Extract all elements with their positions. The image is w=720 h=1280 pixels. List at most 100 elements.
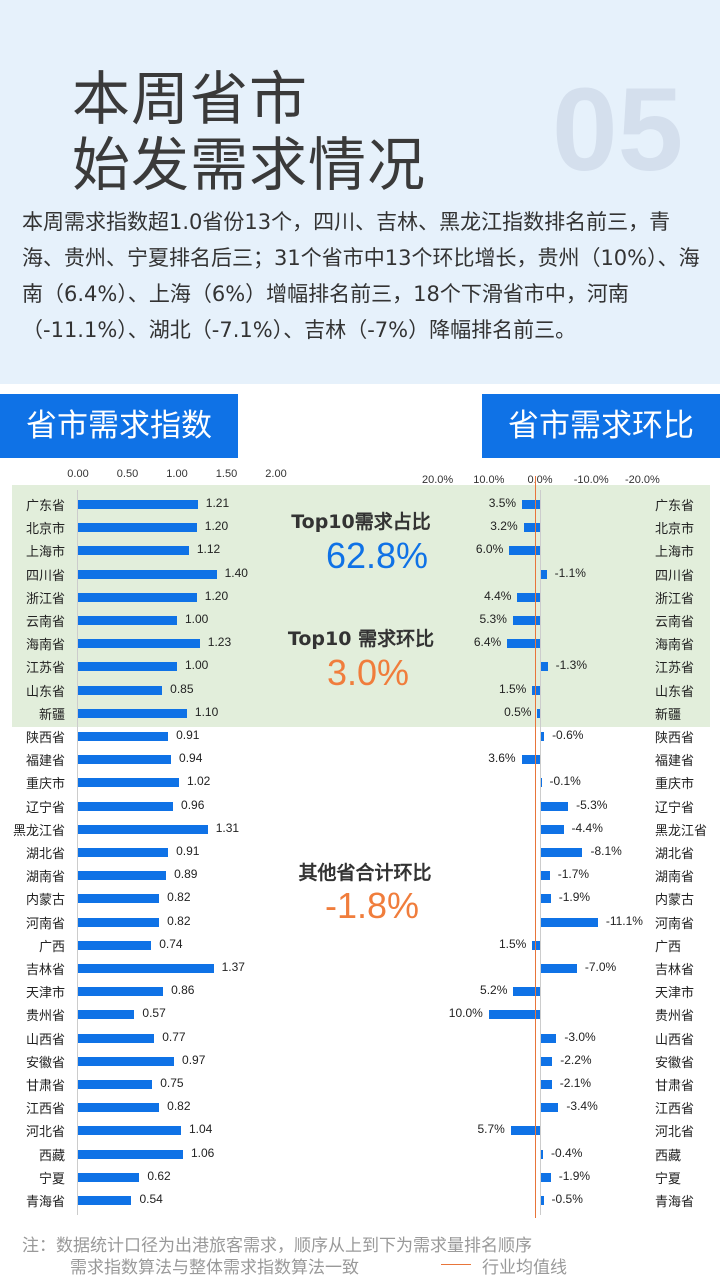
category-label: 浙江省 [655, 591, 695, 607]
data-label: 0.89 [174, 867, 198, 882]
data-label: 0.75 [160, 1076, 184, 1090]
data-label: 5.3% [479, 612, 507, 626]
category-label: 辽宁省 [25, 800, 65, 816]
category-label: 山东省 [655, 684, 695, 700]
bar [78, 523, 197, 533]
category-label: 福建省 [25, 754, 65, 770]
category-label: 海南省 [655, 638, 695, 654]
data-label: 1.12 [196, 542, 221, 557]
page-title-line2: 始发需求情况 [72, 131, 427, 199]
data-label: 1.04 [188, 1122, 213, 1137]
footnote: 需求指数算法与整体需求指数算法一致 [70, 1258, 359, 1278]
category-label: 四川省 [25, 568, 65, 584]
category-label: 广西 [38, 939, 65, 955]
category-label: 青海省 [655, 1195, 695, 1210]
bar [78, 987, 164, 997]
industry-average-line [534, 476, 536, 1218]
category-label: 上海市 [25, 545, 65, 561]
data-label: -2.2% [560, 1052, 592, 1067]
bar [541, 894, 551, 904]
data-label: 1.31 [215, 820, 240, 835]
bar [78, 778, 179, 788]
data-label: 1.40 [224, 565, 248, 580]
data-label: 1.37 [221, 960, 245, 974]
category-label: 青海省 [25, 1195, 65, 1210]
category-label: 河北省 [25, 1125, 65, 1141]
x-tick-label: 0.0% [527, 474, 553, 486]
bar [78, 708, 187, 718]
category-label: 福建省 [655, 754, 695, 770]
category-label: 北京市 [655, 522, 695, 538]
bar [512, 616, 540, 625]
data-label: 5.2% [480, 983, 508, 998]
category-label: 湖北省 [25, 847, 65, 862]
bar [78, 1126, 181, 1136]
data-label: -0.5% [551, 1192, 583, 1206]
data-label: 0.82 [167, 1099, 191, 1114]
category-label: 江西省 [25, 1102, 65, 1118]
page-title-line1: 本周省市 [72, 65, 309, 133]
bar [541, 1080, 552, 1089]
bar [78, 662, 177, 672]
bar [78, 1033, 155, 1043]
data-label: 1.00 [185, 658, 209, 673]
data-label: 5.7% [477, 1122, 505, 1137]
x-tick-label: 1.00 [166, 468, 188, 480]
category-label: 河南省 [655, 916, 695, 932]
data-label: 3.2% [490, 519, 518, 534]
data-label: 1.5% [498, 936, 527, 951]
x-tick-label: -20.0% [624, 474, 660, 486]
data-label: 0.91 [176, 844, 200, 858]
summary-text: 本周需求指数超1.0省份13个，四川、吉林、黑龙江指数排名前三，青海、贵州、宁夏… [22, 210, 700, 342]
bar [541, 871, 550, 881]
bar [541, 917, 598, 927]
section-title-change: 省市需求环比 [482, 394, 720, 458]
data-label: 0.5% [504, 704, 532, 719]
category-label: 江西省 [655, 1102, 695, 1118]
category-label: 广西 [655, 939, 682, 955]
category-label: 内蒙古 [25, 893, 65, 909]
legend-line-swatch [441, 1264, 471, 1265]
category-label: 贵州省 [655, 1009, 695, 1025]
bar [78, 732, 169, 741]
bar [78, 616, 177, 625]
x-tick-label: 1.50 [215, 468, 238, 480]
x-tick-label: -10.0% [573, 474, 609, 486]
bar [541, 1056, 553, 1066]
data-label: 0.86 [171, 983, 195, 998]
bar [541, 824, 564, 834]
data-label: 6.0% [475, 542, 504, 557]
x-tick-label: 20.0% [421, 474, 454, 486]
category-label: 安徽省 [25, 1055, 65, 1071]
data-label: 0.94 [179, 751, 203, 766]
data-label: -4.4% [571, 820, 603, 835]
data-label: 0.85 [170, 681, 194, 696]
bar [78, 801, 174, 811]
category-label: 山西省 [25, 1032, 65, 1048]
category-label: 陕西省 [655, 731, 695, 746]
data-label: 1.06 [190, 1145, 215, 1160]
data-label: 4.4% [484, 588, 512, 603]
category-label: 河北省 [655, 1125, 695, 1141]
data-label: 1.5% [498, 681, 527, 696]
bar [532, 685, 540, 695]
data-label: -5.3% [576, 797, 608, 812]
category-label: 黑龙江省 [12, 823, 65, 839]
bar [78, 917, 160, 927]
category-label: 天津市 [655, 986, 695, 1002]
bar [78, 1103, 160, 1113]
bar [532, 940, 540, 950]
data-label: -3.0% [564, 1029, 596, 1044]
header-panel [0, 0, 720, 384]
data-label: -3.4% [566, 1099, 598, 1114]
bar [78, 1149, 183, 1159]
bar [78, 894, 160, 904]
category-label: 四川省 [655, 568, 695, 584]
footnote: 注：数据统计口径为出港旅客需求，顺序从上到下为需求量排名顺序 [22, 1236, 532, 1256]
data-label: -0.4% [551, 1145, 583, 1160]
category-label: 辽宁省 [655, 800, 695, 816]
bar [541, 778, 542, 788]
bar [541, 732, 545, 741]
bar [541, 662, 548, 672]
category-label: 甘肃省 [25, 1079, 65, 1094]
